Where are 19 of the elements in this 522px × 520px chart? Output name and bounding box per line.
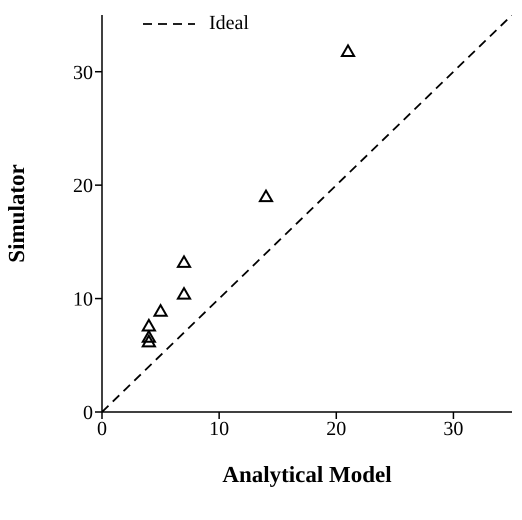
point bbox=[142, 330, 156, 343]
y-tick-label: 20 bbox=[73, 175, 93, 198]
point bbox=[176, 287, 192, 300]
y-axis-title: Simulator bbox=[4, 164, 30, 263]
x-axis-title: Analytical Model bbox=[222, 462, 392, 487]
point bbox=[258, 190, 274, 202]
y-tick-label: 0 bbox=[83, 402, 93, 424]
x-tick-label: 30 bbox=[443, 418, 464, 440]
point bbox=[142, 334, 156, 348]
point bbox=[340, 44, 356, 57]
x-tick-label: 0 bbox=[97, 418, 107, 440]
legend-label: Ideal bbox=[209, 12, 249, 35]
point bbox=[153, 304, 168, 317]
y-tick-label: 30 bbox=[73, 62, 93, 84]
y-tick-label: 10 bbox=[73, 288, 93, 311]
x-tick-label: 10 bbox=[209, 418, 230, 440]
point bbox=[176, 255, 192, 268]
point bbox=[142, 318, 156, 332]
x-tick-label: 20 bbox=[326, 418, 346, 440]
